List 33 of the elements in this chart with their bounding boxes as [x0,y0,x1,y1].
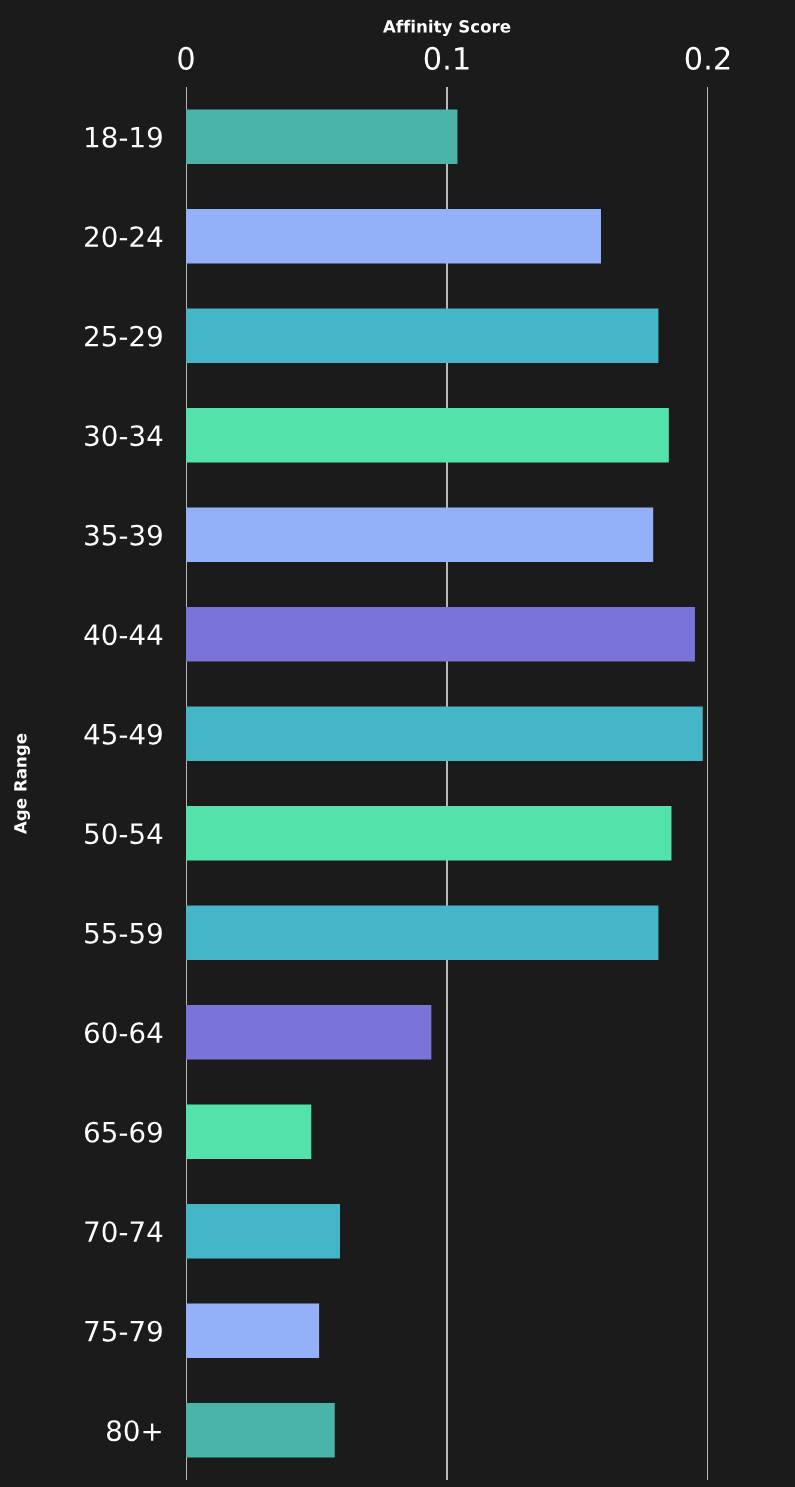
bar [186,109,458,165]
y-tick-label: 80+ [107,1420,161,1442]
bar [186,805,672,861]
bar [186,1402,335,1458]
bar [186,706,703,762]
y-tick-label: 65-69 [85,1121,162,1143]
y-tick-label: 60-64 [85,1022,163,1044]
y-tick-label: 18-19 [86,126,162,148]
x-tick-label: 0 [178,46,194,70]
bar [186,1203,340,1259]
y-tick-label: 55-59 [85,922,162,944]
x-tick-label: 0.2 [685,46,730,70]
y-tick-label: 20-24 [85,226,163,248]
bar [186,208,601,264]
y-tick-label: 75-79 [85,1320,162,1342]
bar [186,1004,432,1060]
y-tick-label: 35-39 [85,524,162,546]
bar [186,1303,320,1359]
y-tick-label: 45-49 [84,723,162,745]
x-axis-title: Affinity Score [382,19,511,37]
bar [186,407,669,463]
bar [186,606,695,662]
x-tick-label: 0.1 [424,46,469,70]
y-tick-label: 40-44 [84,624,163,646]
y-axis-title: Age Range [14,733,30,834]
y-tick-label: 30-34 [85,425,163,447]
y-tick-label: 25-29 [85,325,162,347]
y-tick-label: 50-54 [85,823,163,845]
bar [186,507,654,563]
bar [186,905,659,961]
bar [186,308,659,364]
bar [186,1104,312,1160]
y-tick-label: 70-74 [85,1221,163,1243]
